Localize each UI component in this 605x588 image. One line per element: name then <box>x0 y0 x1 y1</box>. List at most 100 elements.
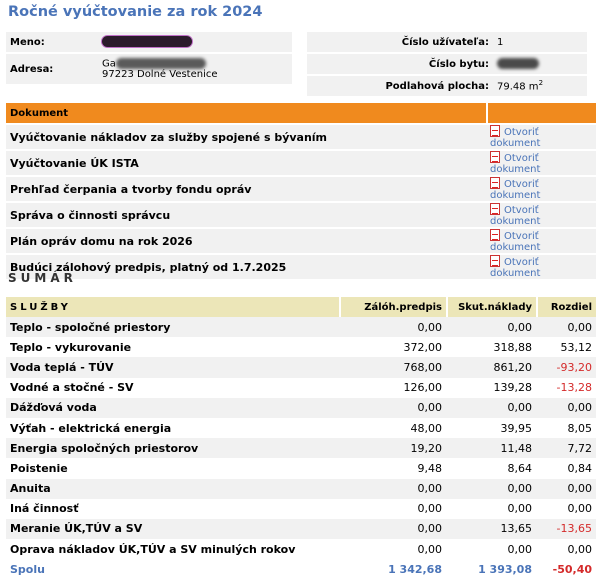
difference-value: 53,12 <box>560 340 593 354</box>
redacted-name <box>102 36 192 48</box>
service-name: Vodné a stočné - SV <box>10 381 134 395</box>
col-services: SLUŽBY <box>6 297 339 317</box>
floor-area-label: Podlahová plocha: <box>307 76 493 96</box>
summary-total-row: Spolu 1 342,68 1 393,08 -50,40 <box>6 559 596 579</box>
document-title: Prehľad čerpania a tvorby fondu opráv <box>6 177 486 201</box>
user-number-label: Číslo užívateľa: <box>307 32 493 52</box>
total-actual: 1 393,08 <box>478 562 532 576</box>
service-name: Energia spoločných priestorov <box>6 438 339 459</box>
advance-value: 0,00 <box>339 397 446 418</box>
open-document-link[interactable]: Otvoriť dokument <box>486 177 596 201</box>
advance-value: 0,00 <box>339 317 446 338</box>
summary-row: Výťah - elektrická energia 48,00 39,95 8,05 <box>6 418 596 438</box>
document-row: Prehľad čerpania a tvorby fondu opráv Otv… <box>6 177 596 201</box>
actual-value: 11,48 <box>446 438 536 459</box>
difference-value: 0,84 <box>567 461 593 475</box>
summary-table: SLUŽBY Zálóh.predpis Skut.náklady Rozdie… <box>6 297 596 579</box>
open-document-label[interactable]: Otvoriť dokument <box>490 179 541 201</box>
summary-row: Voda teplá - TÚV 768,00 861,20 -93,20 <box>6 357 596 378</box>
difference-value: 0,00 <box>536 478 596 499</box>
total-advance: 1 342,68 <box>388 562 442 576</box>
difference-value: -13,28 <box>556 381 592 395</box>
col-actual: Skut.náklady <box>446 297 536 317</box>
documents-table: Dokument Vyúčtovanie nákladov za služby … <box>6 101 596 281</box>
flat-number-label: Číslo bytu: <box>307 54 493 74</box>
summary-row: Teplo - vykurovanie 372,00 318,88 53,12 <box>6 337 596 357</box>
advance-value: 768,00 <box>339 357 446 378</box>
actual-value: 0,00 <box>446 478 536 499</box>
open-document-link[interactable]: Otvoriť dokument <box>486 255 596 279</box>
floor-area-number: 79.48 m <box>497 81 539 93</box>
actual-value: 0,00 <box>446 317 536 338</box>
total-difference: -50,40 <box>552 562 592 576</box>
pdf-file-icon <box>490 203 500 215</box>
floor-area-value: 79.48 m2 <box>493 76 587 96</box>
service-name: Iná činnosť <box>10 502 79 516</box>
service-name: Meranie ÚK,TÚV a SV <box>6 518 339 540</box>
actual-value: 0,00 <box>507 502 533 516</box>
open-document-link[interactable]: Otvoriť dokument <box>486 151 596 175</box>
service-name: Voda teplá - TÚV <box>6 357 339 378</box>
actual-value: 861,20 <box>446 357 536 378</box>
address-label: Adresa: <box>6 54 98 84</box>
name-value <box>98 32 292 52</box>
document-title: Budúci zálohový predpis, platný od 1.7.2… <box>6 255 486 279</box>
address-value: Ga 97223 Dolné Vestenice <box>98 54 292 84</box>
address-line2: 97223 Dolné Vestenice <box>102 69 218 81</box>
owner-info-table: Meno: Adresa: Ga 97223 Dolné Vestenice <box>6 30 292 86</box>
open-document-label[interactable]: Otvoriť dokument <box>490 257 541 279</box>
advance-value: 0,00 <box>417 502 443 516</box>
user-number-value: 1 <box>493 32 587 52</box>
advance-value: 48,00 <box>410 421 443 435</box>
document-row: Budúci zálohový predpis, platný od 1.7.2… <box>6 255 596 279</box>
summary-row: Dážďová voda 0,00 0,00 0,00 <box>6 397 596 418</box>
pdf-file-icon <box>490 151 500 163</box>
pdf-file-icon <box>490 125 500 137</box>
open-document-label[interactable]: Otvoriť dokument <box>490 205 541 227</box>
summary-row: Meranie ÚK,TÚV a SV 0,00 13,65 -13,65 <box>6 518 596 540</box>
service-name: Teplo - vykurovanie <box>10 340 132 354</box>
redacted-flat-number <box>497 58 539 70</box>
difference-value: 0,00 <box>536 397 596 418</box>
open-document-label[interactable]: Otvoriť dokument <box>490 153 541 175</box>
name-label: Meno: <box>6 32 98 52</box>
summary-row: Oprava nákladov ÚK,TÚV a SV minulých rok… <box>6 539 596 559</box>
open-document-link[interactable]: Otvoriť dokument <box>486 229 596 253</box>
actual-value: 139,28 <box>493 381 533 395</box>
advance-value: 9,48 <box>417 461 443 475</box>
actual-value: 8,64 <box>507 461 533 475</box>
difference-value: 0,00 <box>536 317 596 338</box>
service-name: Dážďová voda <box>6 397 339 418</box>
document-row: Správa o činnosti správcu Otvoriť dokumen… <box>6 203 596 227</box>
difference-value: 7,72 <box>536 438 596 459</box>
actual-value: 0,00 <box>507 542 533 556</box>
redacted-street <box>115 57 206 69</box>
open-document-link[interactable]: Otvoriť dokument <box>486 125 596 149</box>
difference-value: 8,05 <box>567 421 593 435</box>
col-advance: Zálóh.predpis <box>339 297 446 317</box>
actual-value: 0,00 <box>446 397 536 418</box>
summary-row: Energia spoločných priestorov 19,20 11,48 7… <box>6 438 596 459</box>
service-name: Teplo - spoločné priestory <box>6 317 339 338</box>
actual-value: 39,95 <box>500 421 533 435</box>
summary-row: Anuita 0,00 0,00 0,00 <box>6 478 596 499</box>
summary-heading: SUMÁR <box>8 271 77 285</box>
summary-row: Vodné a stočné - SV 126,00 139,28 -13,28 <box>6 378 596 398</box>
document-title: Správa o činnosti správcu <box>6 203 486 227</box>
documents-header: Dokument <box>6 103 486 123</box>
address-line1: Ga <box>102 58 116 70</box>
summary-row: Teplo - spoločné priestory 0,00 0,00 0,00 <box>6 317 596 338</box>
difference-value: 0,00 <box>567 542 593 556</box>
service-name: Výťah - elektrická energia <box>10 421 172 435</box>
advance-value: 0,00 <box>339 478 446 499</box>
unit-info-table: Číslo užívateľa: 1 Číslo bytu: Podlahová… <box>307 30 587 98</box>
documents-header-link-col <box>486 103 596 123</box>
advance-value: 19,20 <box>339 438 446 459</box>
pdf-file-icon <box>490 177 500 189</box>
document-row: Plán opráv domu na rok 2026 Otvoriť dokum… <box>6 229 596 253</box>
col-difference: Rozdiel <box>536 297 596 317</box>
service-name: Oprava nákladov ÚK,TÚV a SV minulých rok… <box>10 542 296 556</box>
open-document-label[interactable]: Otvoriť dokument <box>490 127 541 149</box>
open-document-label[interactable]: Otvoriť dokument <box>490 231 541 253</box>
open-document-link[interactable]: Otvoriť dokument <box>486 203 596 227</box>
